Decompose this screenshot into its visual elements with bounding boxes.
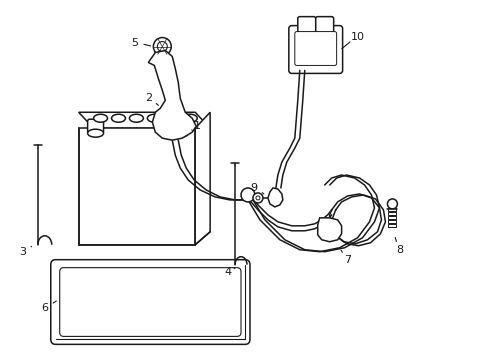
Bar [387,208,396,211]
FancyBboxPatch shape [294,32,336,66]
FancyBboxPatch shape [51,260,249,345]
Text: 10: 10 [350,32,364,41]
Text: 3: 3 [20,247,26,257]
Bar [387,220,396,223]
Text: 5: 5 [131,37,138,48]
Ellipse shape [183,114,197,122]
Bar [387,212,396,215]
Polygon shape [148,50,196,140]
Bar [387,216,396,219]
Text: 7: 7 [344,255,350,265]
Ellipse shape [87,129,103,137]
Ellipse shape [111,114,125,122]
Text: 4: 4 [224,267,231,276]
Text: 2: 2 [144,93,152,103]
Circle shape [167,113,177,123]
Text: 9: 9 [250,183,257,193]
Circle shape [157,41,167,51]
Polygon shape [195,112,210,245]
Circle shape [255,196,260,200]
Polygon shape [267,188,282,207]
FancyBboxPatch shape [172,119,188,133]
Bar [387,224,396,227]
Circle shape [153,37,171,55]
Polygon shape [317,218,341,242]
Circle shape [386,199,397,209]
Circle shape [168,128,176,136]
Text: 8: 8 [395,245,402,255]
Ellipse shape [172,129,188,137]
Text: 6: 6 [41,302,48,312]
Ellipse shape [165,114,179,122]
FancyBboxPatch shape [87,119,103,133]
Ellipse shape [93,114,107,122]
FancyBboxPatch shape [288,26,342,73]
FancyBboxPatch shape [60,268,241,336]
Polygon shape [79,112,210,128]
Text: 1: 1 [193,121,200,131]
Circle shape [241,188,254,202]
Polygon shape [79,128,195,245]
FancyBboxPatch shape [315,17,333,32]
Ellipse shape [129,114,143,122]
Ellipse shape [147,114,161,122]
Circle shape [252,193,263,203]
FancyBboxPatch shape [297,17,315,32]
